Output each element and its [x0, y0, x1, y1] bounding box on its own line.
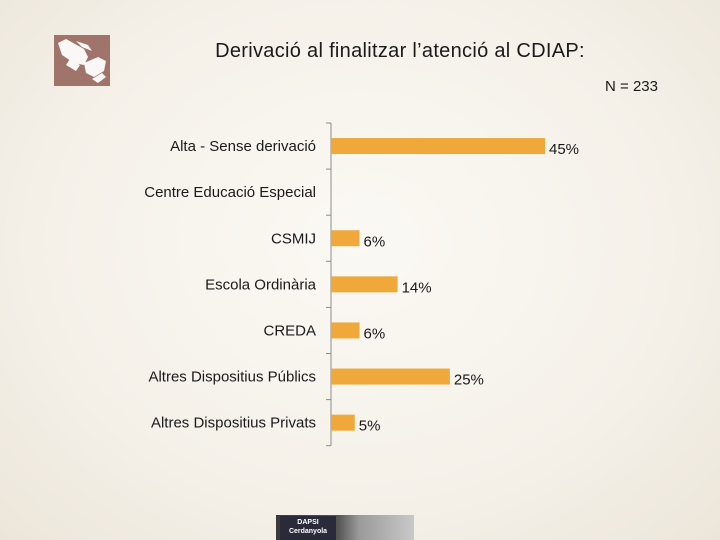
bar: [331, 322, 360, 339]
category-label: Escola Ordinària: [205, 276, 317, 293]
category-label: CREDA: [263, 322, 316, 339]
data-label: 6%: [364, 233, 386, 250]
data-label: 6%: [364, 325, 386, 342]
category-label: CSMIJ: [271, 230, 316, 247]
data-label: 5%: [359, 418, 381, 435]
data-label: 25%: [454, 372, 484, 389]
category-label: Centre Educació Especial: [144, 184, 316, 201]
footer-logo: DAPSI Cerdanyola: [276, 515, 414, 540]
data-label: 14%: [402, 279, 432, 296]
page-title: Derivació al finalitzar l’atenció al CDI…: [215, 40, 585, 62]
footer-logo-text: DAPSI Cerdanyola: [280, 516, 336, 540]
bar: [331, 414, 355, 431]
hands-icon: [58, 39, 106, 83]
bar: [331, 138, 545, 155]
category-label: Altres Dispositius Privats: [151, 415, 316, 432]
data-label: 45%: [549, 141, 579, 158]
hands-logo: [54, 35, 110, 86]
bar: [331, 230, 360, 247]
bar: [331, 368, 450, 385]
sample-size-label: N = 233: [605, 78, 658, 95]
category-label: Alta - Sense derivació: [170, 138, 316, 155]
bar: [331, 276, 398, 293]
category-label: Altres Dispositius Públics: [148, 369, 316, 386]
